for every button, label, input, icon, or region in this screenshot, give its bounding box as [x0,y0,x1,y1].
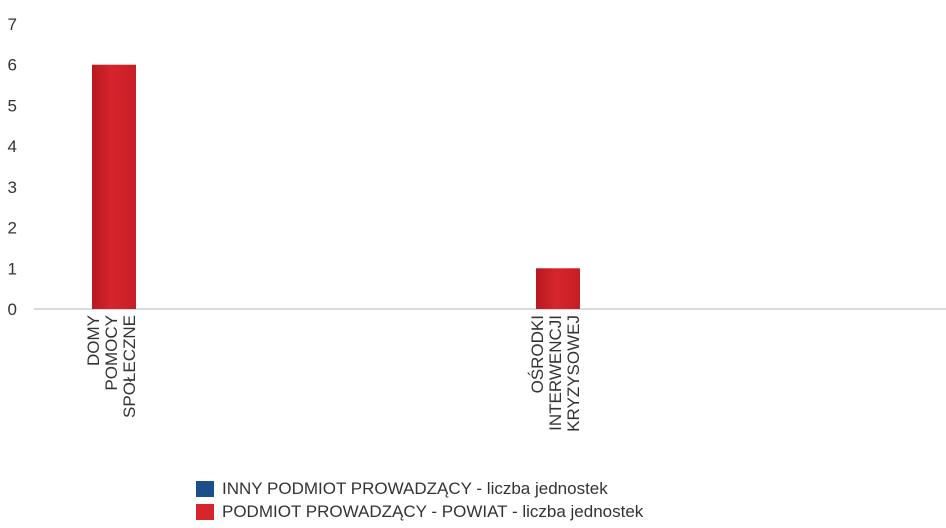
y-tick-label: 0 [8,300,17,319]
legend-item-powiat[interactable]: PODMIOT PROWADZĄCY - POWIAT - liczba jed… [196,500,643,523]
y-tick-label: 4 [8,137,17,156]
x-tick-label: DOMY [84,315,103,366]
x-tick-label: INTERWENCJI [546,315,565,431]
y-tick-label: 6 [8,56,17,75]
y-tick-label: 2 [8,219,17,238]
x-tick-label: POMOCY [102,315,121,391]
legend-label-powiat: PODMIOT PROWADZĄCY - POWIAT - liczba jed… [222,501,644,521]
legend-label-inny-podmiot: INNY PODMIOT PROWADZĄCY - liczba jednost… [222,478,608,498]
bar-powiat-1 [536,268,580,309]
y-tick-label: 3 [8,178,17,197]
bar-powiat-0 [92,64,136,309]
x-tick-label: KRYZYSOWEJ [564,315,583,432]
legend-swatch-inny-podmiot [196,480,214,497]
x-tick-label: SPOŁECZNE [120,315,139,418]
legend: INNY PODMIOT PROWADZĄCY - liczba jednost… [196,477,643,523]
legend-item-inny-podmiot[interactable]: INNY PODMIOT PROWADZĄCY - liczba jednost… [196,477,643,500]
y-tick-label: 7 [8,15,17,34]
y-tick-label: 1 [8,259,17,278]
legend-swatch-powiat [196,503,214,520]
x-tick-label: OŚRODKI [528,315,547,393]
y-tick-label: 5 [8,96,17,115]
